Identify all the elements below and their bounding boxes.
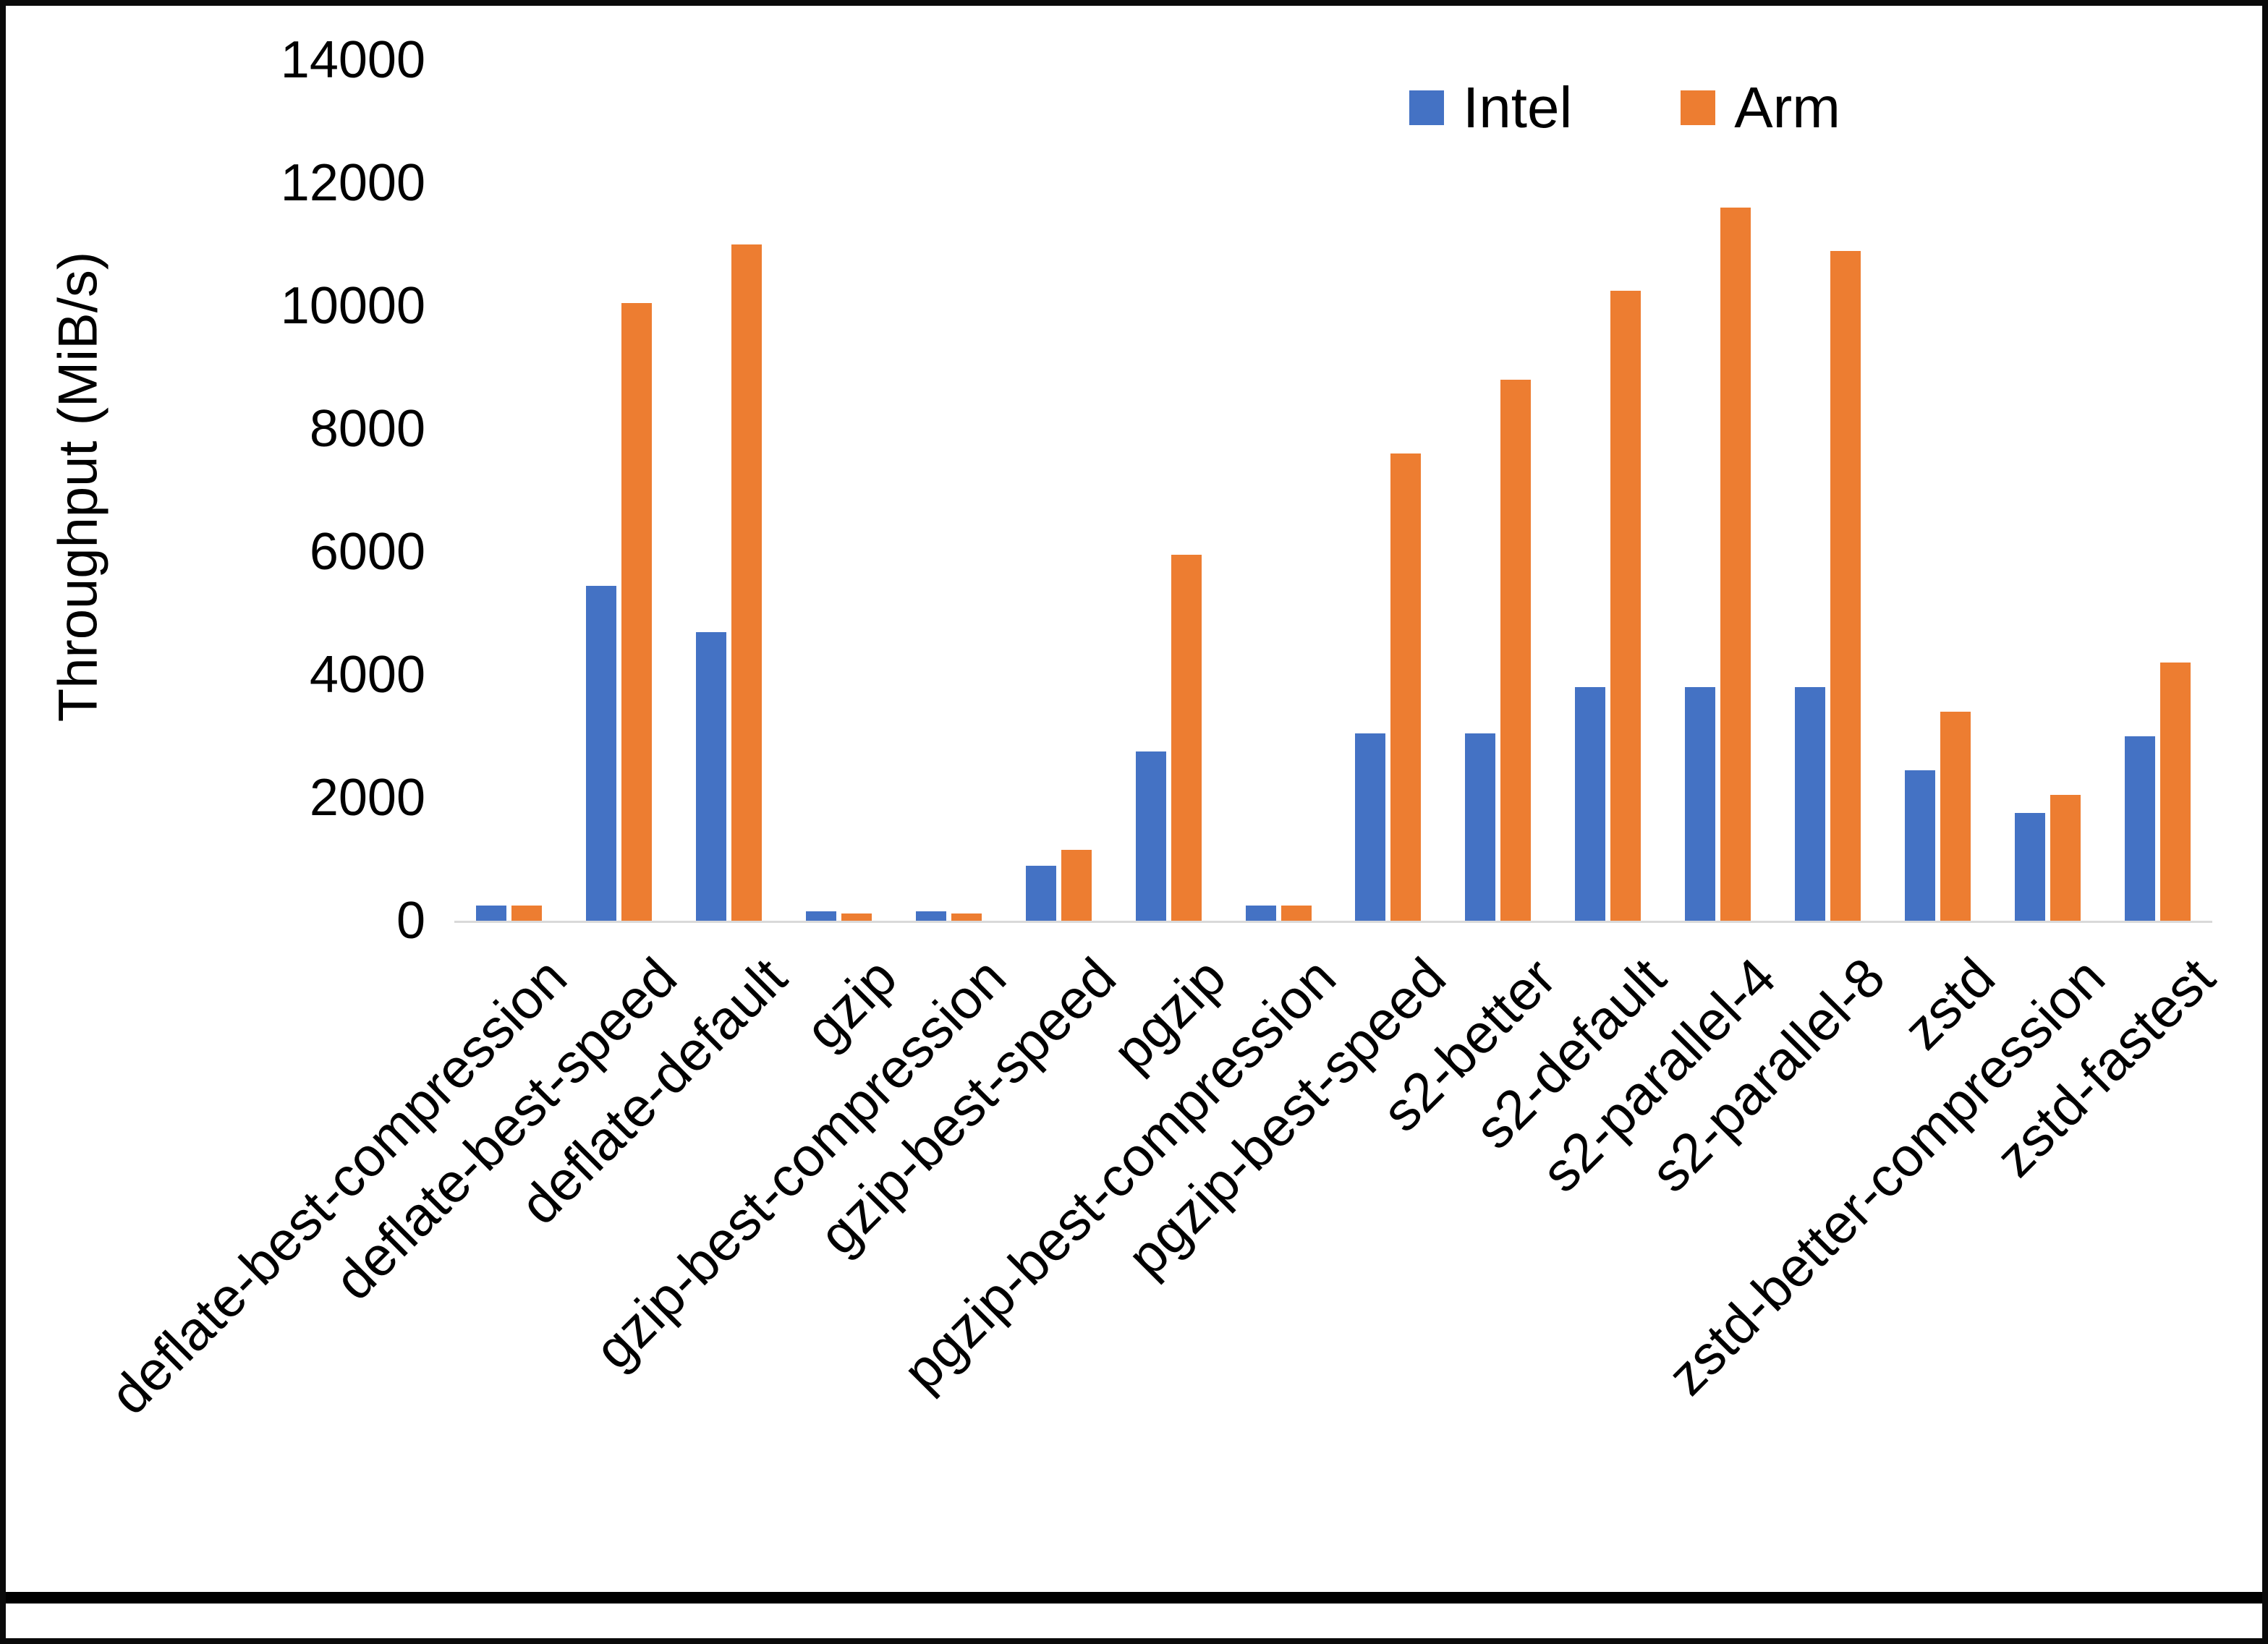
bar-arm — [1171, 555, 1202, 921]
bar-group — [1663, 60, 1773, 921]
bar-intel — [586, 585, 617, 921]
bar-group — [894, 60, 1004, 921]
legend-item-intel: Intel — [1409, 74, 1572, 141]
bar-intel — [806, 911, 837, 921]
bar-group — [1223, 60, 1333, 921]
bar-group — [2102, 60, 2212, 921]
y-axis-title: Throughput (MiB/s) — [47, 251, 109, 723]
bar-intel — [1904, 770, 1935, 921]
intel-legend-swatch — [1409, 90, 1444, 125]
bar-group — [1443, 60, 1553, 921]
bar-group — [1113, 60, 1223, 921]
plot-area — [454, 60, 2212, 923]
bar-intel — [1685, 687, 1716, 921]
chart-area: Throughput (MiB/s) 0 2000 4000 6000 8000 1000… — [6, 6, 2262, 1638]
bar-intel — [476, 905, 507, 921]
bar-intel — [1355, 733, 1386, 921]
bar-arm — [1500, 380, 1532, 921]
bar-group — [1773, 60, 1883, 921]
x-tick-label: deflate-best-compression — [98, 946, 579, 1427]
bar-group — [1882, 60, 1992, 921]
bar-group — [1992, 60, 2102, 921]
chart-legend: Intel Arm — [1409, 74, 1840, 141]
bar-group — [1333, 60, 1443, 921]
bar-intel — [1135, 751, 1166, 921]
bottom-horizontal-rule — [6, 1592, 2262, 1603]
y-tick-label: 2000 — [309, 769, 425, 827]
arm-legend-label: Arm — [1734, 75, 1840, 140]
bar-arm — [841, 913, 872, 921]
bar-intel — [2014, 813, 2045, 921]
bar-group — [784, 60, 894, 921]
bar-arm — [511, 905, 543, 921]
bar-arm — [2050, 794, 2081, 921]
bar-arm — [1610, 290, 1641, 921]
y-tick-label: 10000 — [280, 277, 425, 335]
bar-arm — [1390, 453, 1422, 921]
bar-intel — [696, 631, 727, 921]
y-tick-label: 14000 — [280, 31, 425, 89]
bar-arm — [1280, 905, 1312, 921]
bar-group — [564, 60, 674, 921]
y-tick-label: 12000 — [280, 154, 425, 212]
bar-intel — [2124, 736, 2155, 921]
arm-legend-swatch — [1681, 90, 1716, 125]
intel-legend-label: Intel — [1463, 75, 1573, 140]
y-tick-label: 6000 — [309, 523, 425, 581]
y-tick-label: 0 — [396, 892, 425, 950]
bar-arm — [1061, 850, 1092, 921]
legend-item-arm: Arm — [1681, 74, 1840, 141]
bar-arm — [621, 302, 653, 921]
bar-intel — [915, 911, 946, 921]
bar-arm — [1940, 712, 1971, 921]
bar-arm — [1830, 250, 1861, 921]
bar-arm — [2159, 663, 2191, 921]
bar-intel — [1245, 905, 1276, 921]
bar-group — [1003, 60, 1113, 921]
bar-intel — [1575, 687, 1606, 921]
bar-arm — [1720, 208, 1751, 921]
y-tick-label: 8000 — [309, 400, 425, 458]
y-tick-label: 4000 — [309, 646, 425, 704]
bar-intel — [1794, 687, 1825, 921]
bar-group — [1553, 60, 1663, 921]
bar-group — [674, 60, 784, 921]
bar-intel — [1465, 733, 1496, 921]
bar-arm — [951, 913, 982, 921]
bar-intel — [1025, 865, 1056, 921]
bar-arm — [731, 244, 763, 921]
bar-group — [454, 60, 564, 921]
